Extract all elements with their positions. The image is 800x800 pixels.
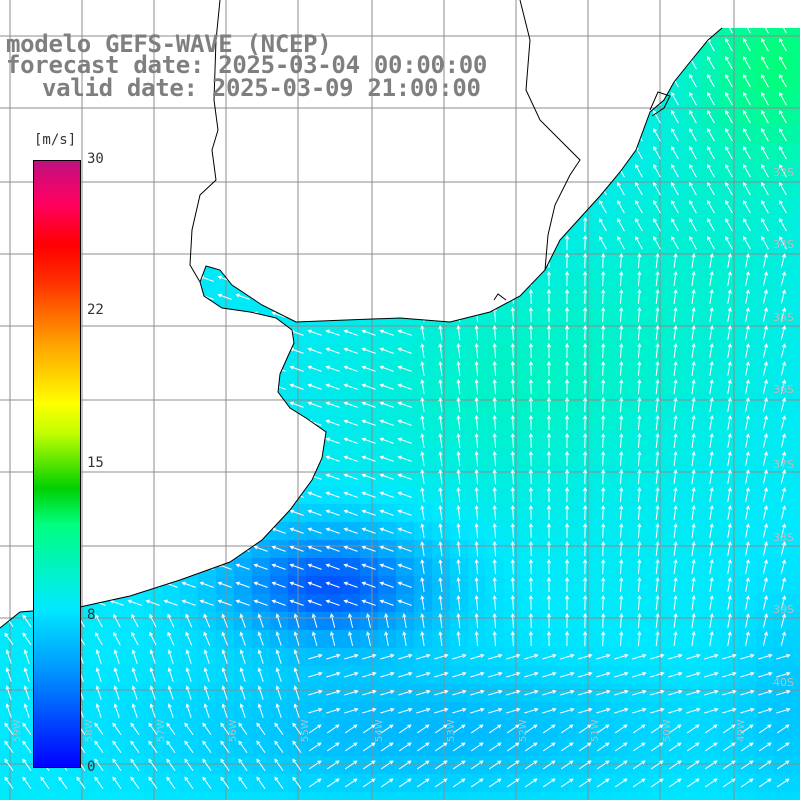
lat-label: 36S [773,383,794,396]
lon-label: 54W [374,719,385,742]
lagoon-outline [649,91,671,117]
border-line [493,293,507,301]
colorbar-unit: [m/s] [34,132,77,148]
colorbar-tick-0: 0 [87,759,96,775]
lon-label: 50W [662,719,673,742]
lon-label: 56W [228,719,239,742]
lon-label: 52W [518,719,529,742]
lat-label: 40S [773,676,794,689]
lon-label: 49W [736,719,747,742]
colorbar-tick-8: 8 [87,607,96,623]
model-title: modelo GEFS-WAVE (NCEP) [6,30,332,58]
coastline [0,0,723,629]
lat-label: 35S [773,311,794,324]
lon-label: 55W [300,719,311,742]
border-line [519,0,581,271]
colorbar-tick-30: 30 [87,151,104,167]
colorbar [33,160,81,768]
lat-label: 33S [773,166,794,179]
lat-label: 38S [773,531,794,544]
valid-date: valid date: 2025-03-09 21:00:00 [42,74,481,102]
lon-label: 57W [156,719,167,742]
colorbar-tick-22: 22 [87,302,104,318]
lon-label: 51W [590,719,601,742]
border-line [189,0,221,283]
lon-label: 59W [12,719,23,742]
lat-label: 34S [773,238,794,251]
colorbar-tick-15: 15 [87,455,104,471]
lon-label: 58W [84,719,95,742]
lon-label: 53W [446,719,457,742]
forecast-date: forecast date: 2025-03-04 00:00:00 [6,51,488,79]
lat-label: 39S [773,603,794,616]
lat-label: 37S [773,458,794,471]
